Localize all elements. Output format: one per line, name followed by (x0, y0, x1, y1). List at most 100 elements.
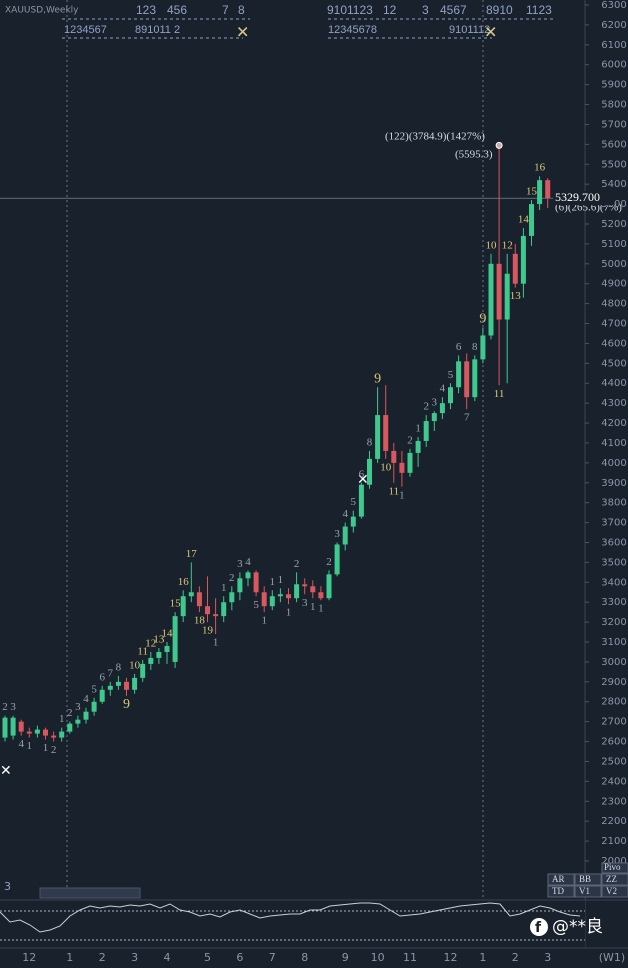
candle-body (480, 335, 486, 360)
button[interactable] (574, 885, 602, 898)
candle-body (496, 263, 502, 320)
count-label: 1 (43, 742, 49, 754)
candle-body (407, 452, 413, 473)
count-label: 4 (18, 738, 24, 750)
y-tick-label: 3000 (601, 657, 626, 668)
x-tick-label: 5 (204, 951, 211, 964)
button-label: AR (552, 874, 565, 884)
top-count: 9101123 (327, 3, 373, 17)
candle-body (172, 616, 178, 662)
count-label: 4 (83, 693, 89, 705)
count-label: 1 (221, 582, 227, 594)
watermark: @**良 (552, 917, 603, 937)
top-count: 1234567 (64, 24, 107, 36)
scroll-bar[interactable] (39, 887, 141, 899)
candle-body (277, 594, 283, 597)
count-label: 2 (423, 401, 429, 413)
count-label: 11 (137, 645, 148, 657)
y-tick-label: 5800 (601, 100, 626, 111)
top-count: 3 (422, 3, 429, 17)
count-label: 15 (170, 598, 182, 610)
y-tick-label: 2300 (601, 796, 626, 807)
count-label: 19 (202, 625, 214, 637)
top-count: 456 (167, 3, 187, 17)
candle-body (75, 719, 81, 724)
candle-body (520, 235, 526, 284)
count-label: 3 (334, 528, 340, 540)
button[interactable] (547, 885, 575, 898)
candle-body (124, 681, 129, 690)
candle-body (91, 701, 97, 712)
x-tick-label: 12 (22, 951, 36, 964)
count-label: 8 (472, 341, 478, 353)
y-tick-label: 5500 (601, 159, 626, 170)
y-tick-label: 5900 (601, 80, 626, 91)
candle-body (488, 263, 494, 336)
candle-body (229, 592, 235, 603)
count-label: 1 (415, 423, 421, 435)
candle-body (115, 681, 121, 686)
count-label: 4 (440, 383, 446, 395)
x-tick-label: 9 (342, 951, 349, 964)
y-tick-label: 6200 (601, 20, 626, 31)
candle-body (431, 413, 437, 422)
candle-body (156, 651, 162, 658)
y-tick-label: 3800 (601, 498, 626, 509)
panel-label: 3 (4, 880, 11, 893)
candle-body (350, 516, 356, 527)
count-label: 1 (213, 637, 219, 649)
candle-body (294, 584, 300, 599)
last-price-label: 5329.700 (555, 190, 600, 204)
button[interactable] (601, 873, 628, 886)
count-label: 2 (294, 558, 300, 570)
candle-body (107, 685, 113, 690)
y-tick-label: 4600 (601, 338, 626, 349)
period-label: (W1) (599, 951, 625, 964)
candle-body (399, 462, 405, 473)
count-label: 9 (479, 312, 486, 327)
button[interactable] (574, 873, 602, 886)
candle-body (148, 657, 154, 664)
count-label: 2 (326, 556, 332, 568)
button-label: V2 (606, 886, 617, 896)
count-label: 3 (237, 558, 243, 570)
candle-body (537, 180, 543, 205)
x-tick-label: 10 (371, 951, 385, 964)
y-tick-label: 2700 (601, 717, 626, 728)
candle-body (67, 723, 73, 732)
y-tick-label: 3400 (601, 577, 626, 588)
button[interactable] (547, 873, 575, 886)
candle-body (512, 253, 518, 284)
button[interactable] (601, 885, 628, 898)
count-label: 1 (399, 489, 405, 501)
candle-body (529, 204, 534, 236)
candle-body (342, 526, 348, 545)
cross-marker: ✕ (484, 23, 497, 42)
y-tick-label: 2200 (601, 816, 626, 827)
candle-body (383, 415, 389, 451)
count-label: 10 (129, 659, 141, 671)
y-tick-label: 6100 (601, 40, 626, 51)
x-tick-label: 2 (512, 951, 519, 964)
count-label: 10 (380, 461, 392, 473)
button[interactable] (601, 862, 628, 874)
count-label: 9 (374, 371, 381, 386)
symbol: XAUUSD,Weekly (5, 6, 79, 16)
candle-body (326, 574, 332, 599)
candle-body (415, 440, 421, 453)
count-label: 16 (178, 576, 190, 588)
button-label: BB (579, 874, 591, 884)
candle-body (10, 717, 16, 736)
y-tick-label: 5100 (601, 239, 626, 250)
y-tick-label: 3700 (601, 518, 626, 529)
y-tick-label: 3100 (601, 637, 626, 648)
count-label: 1 (261, 615, 267, 627)
button-label: TD (552, 886, 564, 896)
annotation: (122)(3784.9)(1427%) (385, 131, 485, 143)
top-count: 123 (136, 3, 156, 17)
top-count: 7 (222, 3, 229, 17)
count-label: 4 (342, 508, 348, 520)
count-label: 1 (310, 601, 316, 613)
candle-body (334, 544, 340, 575)
count-label: 12 (145, 638, 156, 650)
